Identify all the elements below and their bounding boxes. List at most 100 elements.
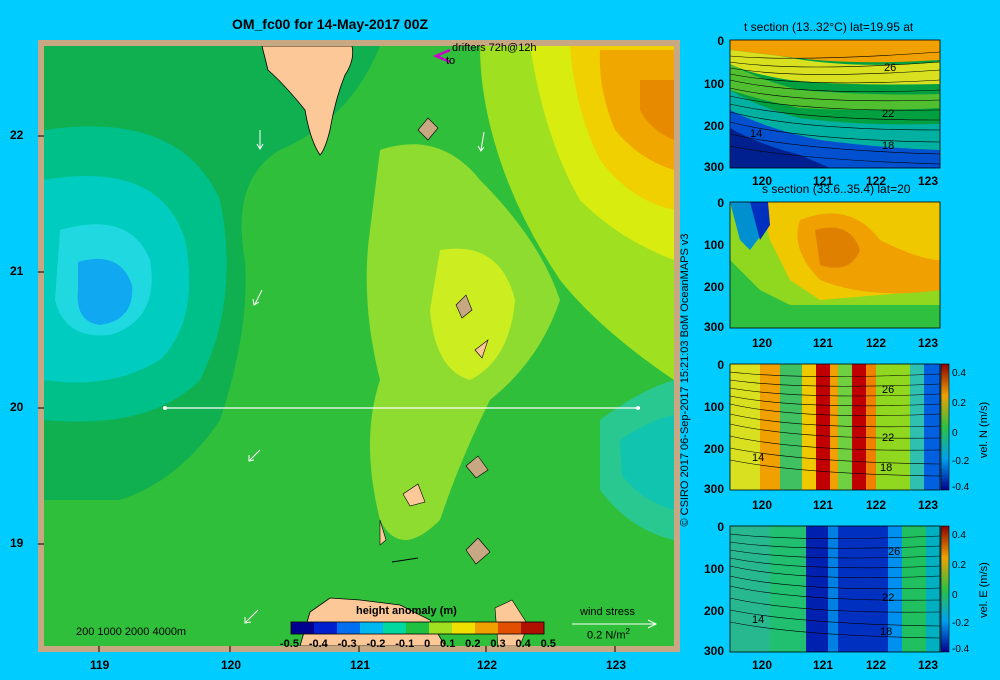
contour-central-yellow bbox=[430, 248, 515, 380]
contour-label: 22 bbox=[882, 592, 895, 604]
colorbar-ticks: -0.5 -0.4 -0.3 -0.2 -0.1 0 0.1 0.2 0.3 0… bbox=[280, 638, 556, 650]
panel-x-tick: 122 bbox=[866, 658, 887, 672]
panel-x-tick: 123 bbox=[918, 174, 939, 188]
vel-e-colorbar-label: vel. E (m/s) bbox=[978, 562, 990, 618]
panel-x-tick: 121 bbox=[813, 174, 834, 188]
wind-stress-label: wind stress bbox=[580, 606, 636, 618]
colorbar-tick: 0 bbox=[424, 638, 431, 650]
map-y-tick: 21 bbox=[10, 264, 24, 278]
panel-y-tick: 200 bbox=[703, 604, 724, 618]
panel-y-tick: 100 bbox=[703, 77, 724, 91]
map-y-tick: 20 bbox=[10, 400, 24, 414]
contour-label: 26 bbox=[884, 62, 897, 74]
colorbar-title: height anomaly (m) bbox=[356, 605, 457, 617]
panel-x-tick: 120 bbox=[752, 658, 773, 672]
map-x-tick: 120 bbox=[221, 658, 242, 672]
contour-label: 22 bbox=[882, 432, 895, 444]
contour-label: 14 bbox=[750, 128, 763, 140]
panel-y-tick: 300 bbox=[703, 320, 724, 334]
map-x-ticks bbox=[38, 135, 616, 652]
vel-colorbar-tick: 0 bbox=[952, 590, 958, 601]
panel-y-tick: 200 bbox=[703, 280, 724, 294]
map-y-tick: 22 bbox=[10, 128, 24, 142]
vel-n-isotherms bbox=[729, 371, 941, 477]
map-x-tick: 122 bbox=[477, 658, 498, 672]
panel-y-tick: 100 bbox=[703, 238, 724, 252]
colorbar-tick: -0.1 bbox=[395, 638, 415, 650]
panel-x-tick: 121 bbox=[813, 336, 834, 350]
contour-label: 14 bbox=[752, 452, 765, 464]
panel-x-tick: 122 bbox=[866, 174, 887, 188]
wind-stress-scale: 0.2 N/m2 bbox=[587, 627, 630, 642]
panel-y-tick: 100 bbox=[703, 400, 724, 414]
contour-label: 26 bbox=[888, 546, 901, 558]
depth-scale: 200 1000 2000 4000m bbox=[76, 626, 187, 638]
page-title: OM_fc00 for 14-May-2017 00Z bbox=[231, 16, 429, 32]
colorbar-tick: 0.4 bbox=[515, 638, 531, 650]
colorbar-tick: 0.2 bbox=[465, 638, 481, 650]
height-colorbar bbox=[290, 621, 545, 635]
wind-arrows bbox=[244, 130, 658, 629]
panel-x-tick: 120 bbox=[752, 498, 773, 512]
island bbox=[465, 455, 489, 479]
drifters-label: drifters 72h@12h bbox=[452, 42, 537, 54]
vel-n-colorbar-label: vel. N (m/s) bbox=[978, 401, 990, 459]
panel-y-tick: 300 bbox=[703, 644, 724, 658]
section-end-marker bbox=[636, 406, 640, 410]
island bbox=[417, 117, 439, 141]
panel-y-tick: 300 bbox=[703, 482, 724, 496]
panel-x-tick: 120 bbox=[752, 336, 773, 350]
drifter-segment bbox=[391, 557, 419, 563]
s-section-title: s section (33.6..35.4) lat=20 bbox=[762, 182, 911, 196]
island bbox=[455, 294, 473, 319]
panel-x-tick: 122 bbox=[866, 336, 887, 350]
contour-label: 14 bbox=[752, 614, 765, 626]
drifter-track bbox=[432, 48, 451, 64]
t-section-isotherms bbox=[729, 51, 941, 165]
vel-colorbar-tick: 0.2 bbox=[952, 398, 966, 409]
vel-colorbar-tick: 0.4 bbox=[952, 368, 966, 379]
contour-orange-dark bbox=[640, 80, 674, 140]
panel-x-tick: 123 bbox=[918, 658, 939, 672]
vel-colorbar-tick: 0 bbox=[952, 428, 958, 439]
island bbox=[402, 483, 426, 507]
island bbox=[465, 537, 491, 565]
vel-colorbar-tick: 0.4 bbox=[952, 530, 966, 541]
panel-x-tick: 121 bbox=[813, 498, 834, 512]
panel-x-tick: 122 bbox=[866, 498, 887, 512]
contour-label: 26 bbox=[882, 384, 895, 396]
colorbar-tick: -0.5 bbox=[280, 638, 299, 650]
panel-x-tick: 123 bbox=[918, 336, 939, 350]
vel-colorbar-tick: -0.4 bbox=[952, 644, 970, 655]
contour-blue-low bbox=[77, 258, 133, 325]
panel-y-tick: 0 bbox=[717, 196, 724, 210]
panel-y-tick: 300 bbox=[703, 160, 724, 174]
map-x-tick: 121 bbox=[350, 658, 371, 672]
colorbar-tick: 0.1 bbox=[440, 638, 456, 650]
contour-label: 18 bbox=[880, 626, 893, 638]
panel-y-tick: 100 bbox=[703, 562, 724, 576]
vel-colorbar-tick: -0.4 bbox=[952, 482, 970, 493]
colorbar-tick: -0.4 bbox=[308, 638, 328, 650]
land-taiwan bbox=[261, 46, 354, 156]
panel-y-tick: 0 bbox=[717, 34, 724, 48]
panel-y-tick: 0 bbox=[717, 520, 724, 534]
colorbar-tick: 0.5 bbox=[540, 638, 556, 650]
map-x-tick: 119 bbox=[90, 658, 110, 672]
contour-label: 18 bbox=[880, 462, 893, 474]
section-panels bbox=[729, 39, 950, 653]
colorbar-tick: -0.2 bbox=[366, 638, 386, 650]
panel-x-tick: 120 bbox=[752, 174, 773, 188]
colorbar-tick: -0.3 bbox=[337, 638, 357, 650]
panel-x-tick: 121 bbox=[813, 658, 834, 672]
island bbox=[474, 339, 489, 359]
contour-se-cyan bbox=[620, 415, 674, 510]
section-start-marker bbox=[163, 406, 167, 410]
vel-e-isotherms bbox=[729, 533, 941, 639]
vel-colorbar-tick: 0.2 bbox=[952, 560, 966, 571]
map-x-tick: 123 bbox=[606, 658, 627, 672]
t-section-title: t section (13..32°C) lat=19.95 at bbox=[744, 20, 914, 34]
contour-label: 18 bbox=[882, 140, 895, 152]
panel-y-tick: 200 bbox=[703, 442, 724, 456]
